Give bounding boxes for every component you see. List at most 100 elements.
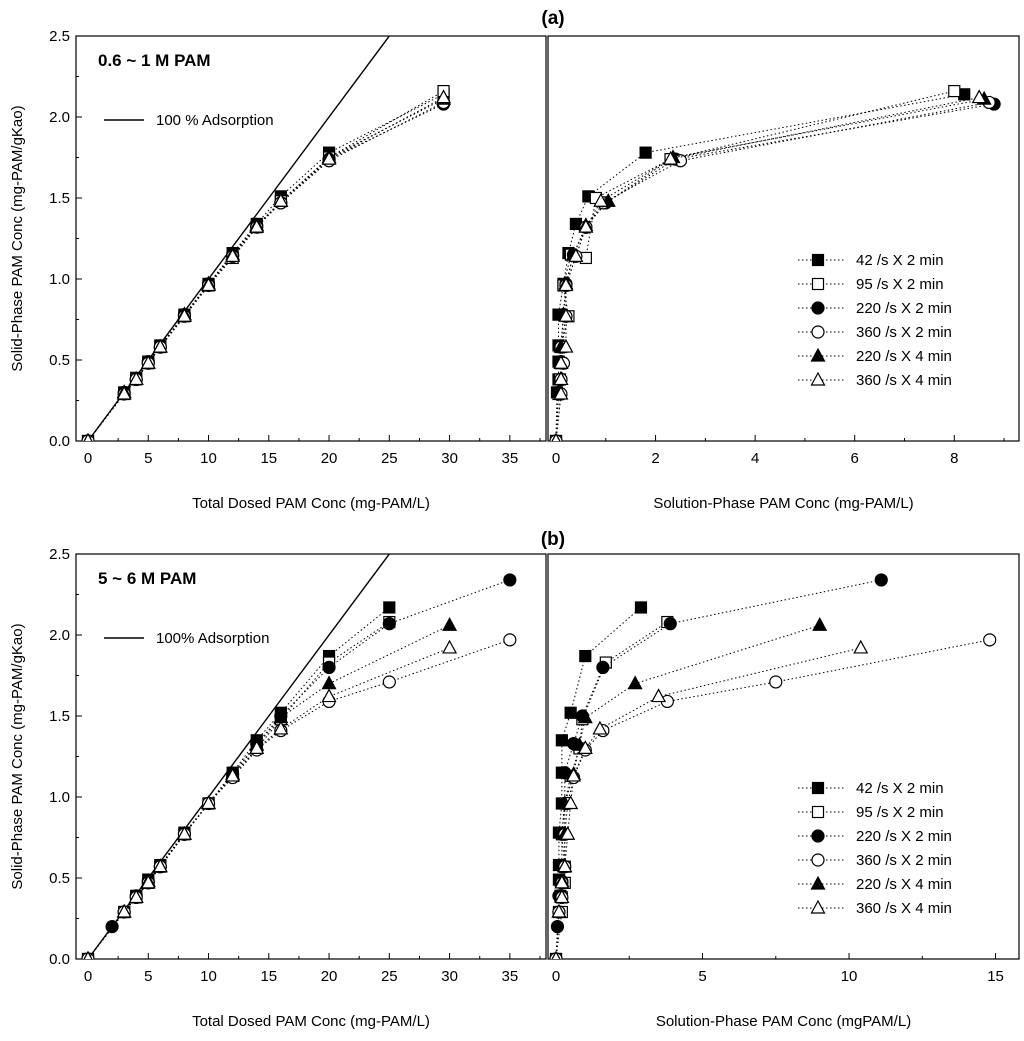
x-tick-label: 4 [751,450,759,467]
series-line-5 [87,97,444,441]
series-markers-5 [551,639,869,959]
x-tick-label: 30 [441,450,458,467]
data-point [321,688,337,703]
x-tick-label: 0 [84,968,92,985]
x-axis-title: Solution-Phase PAM Conc (mgPAM/L) [656,1013,911,1030]
data-point [568,248,584,262]
series-line-5 [555,647,861,959]
series-markers-2 [81,97,451,441]
legend-entry: 220 /s X 4 min [856,348,952,365]
series-line-4 [87,98,444,441]
reference-legend-label: 100% Adsorption [156,630,269,647]
left-plot: 0 5 10 15 20 25 30 35 Total Dosed PAM Conc (mg-P… [75,553,547,1030]
legend: 42 /s X 2 min 95 /s X 2 min 220 /s X 2 min… [798,780,952,917]
series-markers-2 [549,97,1001,441]
x-tick-label: 35 [501,968,518,985]
series-markers-4 [83,617,458,959]
series-line-2 [555,103,995,441]
series-line-2 [87,579,511,959]
data-point [874,573,888,587]
y-tick-label: 2.5 [49,546,70,563]
data-point [116,903,132,918]
data-point [503,633,517,647]
series-markers-5 [83,639,458,959]
x-tick-label: 30 [441,968,458,985]
legend-marker [811,853,825,867]
data-point [442,639,458,654]
legend-entry: 42 /s X 2 min [856,780,944,797]
data-point [577,709,593,724]
x-tick-label: 5 [144,968,152,985]
legend-entry: 42 /s X 2 min [856,252,944,269]
series-markers-4 [551,617,828,959]
legend-marker [810,875,826,890]
x-tick-label: 0 [552,968,560,985]
data-point [249,740,265,755]
data-point [662,150,679,165]
data-point [853,639,869,654]
data-point [225,767,241,782]
data-point [116,385,132,400]
legend-marker [811,805,825,819]
data-point [558,308,574,322]
reference-line-100pct [87,554,391,959]
data-point [225,248,241,262]
data-point [273,192,289,207]
data-point [596,660,610,675]
legend-marker [811,781,825,795]
series-line-1 [87,90,444,441]
series-markers-5 [83,89,452,441]
plot-area [81,554,517,959]
legend-marker [811,829,825,843]
x-tick-label: 10 [841,968,858,985]
panel-tag: (a) [541,8,564,29]
data-point [579,649,592,663]
x-axis-title: Total Dosed PAM Conc (mg-PAM/L) [192,1013,430,1030]
data-point [321,150,337,165]
series-line-0 [87,93,444,441]
series-line-4 [555,624,820,959]
x-tick-label: 5 [144,450,152,467]
data-point [273,720,289,735]
x-tick-label: 2 [651,450,659,467]
series-markers-3 [81,633,517,959]
left-plot: 0 5 10 15 20 25 30 35 Total Dosed PAM Conc (mg-P… [75,35,547,512]
data-point [550,919,565,934]
data-point [593,192,609,207]
legend-entry: 360 /s X 2 min [856,852,952,869]
data-point [551,432,561,441]
data-point [83,950,93,959]
data-point [983,633,997,647]
data-point [321,675,337,690]
plot-frame [75,35,547,442]
data-point [551,950,561,959]
data-point [322,660,336,675]
series-title: 5 ~ 6 M PAM [98,569,196,588]
series-line-4 [555,98,985,441]
series-line-4 [87,624,450,959]
legend-marker [811,277,825,291]
data-point [578,218,594,233]
legend-entry: 95 /s X 2 min [856,804,944,821]
legend-marker [811,253,825,267]
series-title: 0.6 ~ 1 M PAM [98,51,211,70]
data-point [503,573,517,587]
data-point [140,354,156,369]
series-line-0 [87,607,390,959]
series-line-1 [87,621,390,959]
right-plot: 0 5 10 15 Solution-Phase PAM Conc (mgPAM/L) 4… [547,553,1020,1030]
x-tick-label: 10 [200,968,217,985]
data-point [554,874,570,889]
y-axis-title: Solid-Phase PAM Conc (mg-PAM/gKao) [9,105,26,371]
legend-marker [811,301,825,315]
data-point [627,675,643,690]
data-point [948,84,961,98]
legend-marker [810,899,826,914]
series-markers-2 [549,573,888,959]
data-point [249,218,265,233]
x-tick-label: 15 [260,968,277,985]
series-markers-5 [551,89,987,441]
x-tick-label: 15 [260,450,277,467]
x-tick-label: 35 [501,450,518,467]
legend-marker [810,347,826,362]
